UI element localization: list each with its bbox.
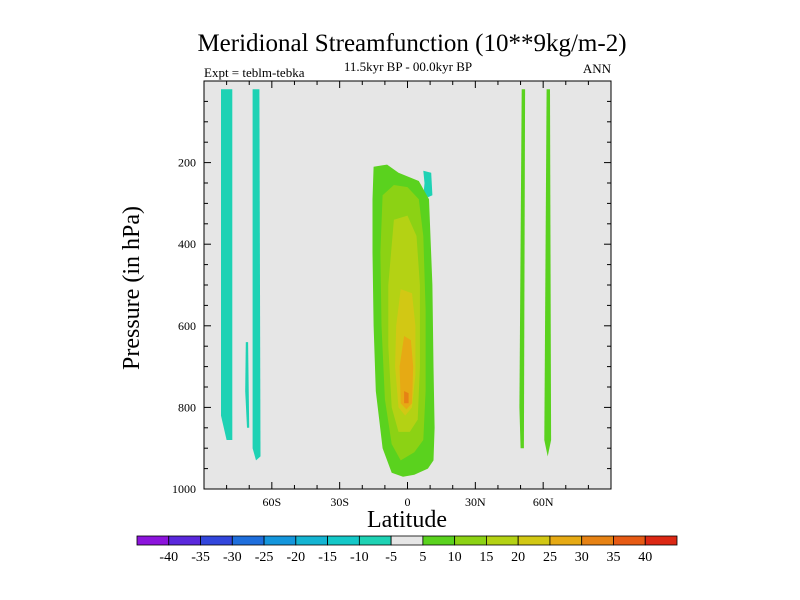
colorbar-label: 5 — [419, 550, 426, 565]
x-tick-label: 0 — [405, 495, 411, 509]
colorbar-swatch — [168, 535, 201, 546]
colorbar-swatch — [613, 535, 646, 546]
chart-subtitle: 11.5kyr BP - 00.0kyr BP — [344, 59, 472, 74]
colorbar-label: -30 — [223, 550, 242, 565]
y-tick-label: 800 — [178, 400, 196, 414]
contour-region-sh-thin-strip — [245, 342, 250, 428]
colorbar-swatch — [200, 535, 233, 546]
x-tick-label: 60N — [533, 495, 554, 509]
colorbar-swatch — [644, 535, 678, 546]
x-axis-ticks: 60S 30S 0 30N 60N — [203, 81, 612, 509]
colorbar-label: -10 — [350, 550, 369, 565]
x-axis-label: Latitude — [367, 507, 447, 533]
colorbar-swatch — [231, 535, 265, 546]
contour-regions — [221, 89, 552, 477]
colorbar-swatch — [295, 535, 328, 546]
colorbar-swatch — [358, 535, 392, 546]
colorbar-label: 35 — [606, 550, 620, 565]
x-tick-label: 30S — [330, 495, 349, 509]
contour-region-nh-midlat-cell-a — [519, 89, 526, 449]
y-tick-label: 400 — [178, 237, 196, 251]
colorbar-label: -20 — [286, 550, 305, 565]
colorbar-label: -5 — [385, 550, 397, 565]
colorbar-label: -35 — [191, 550, 210, 565]
y-tick-label: 1000 — [172, 482, 196, 496]
contour-region-tropical-30 — [404, 391, 409, 404]
y-tick-label: 600 — [178, 319, 196, 333]
y-axis-label: Pressure (in hPa) — [119, 206, 145, 370]
colorbar: -40 -35 -30 -25 -20 -15 -10 -5 5 10 15 20 25 30 35 40 — [136, 535, 678, 565]
colorbar-swatch — [136, 535, 170, 546]
y-tick-label: 200 — [178, 156, 196, 170]
y-axis-ticks: 200 400 600 800 1000 — [172, 80, 611, 496]
contour-region-upper-negative — [423, 170, 433, 198]
colorbar-swatch — [517, 535, 551, 546]
contour-region-nh-midlat-cell-b — [544, 89, 552, 457]
plot-area — [203, 80, 612, 490]
colorbar-label: -40 — [159, 550, 178, 565]
experiment-label: Expt = teblm-tebka — [204, 65, 305, 80]
season-label: ANN — [583, 61, 612, 76]
colorbar-label: 20 — [511, 550, 525, 565]
x-tick-label: 60S — [262, 495, 281, 509]
colorbar-swatch — [549, 535, 583, 546]
colorbar-swatch — [422, 535, 456, 546]
contour-region-sh-polar-cell — [221, 89, 233, 440]
colorbar-swatch — [454, 535, 487, 546]
colorbar-swatch — [390, 535, 424, 546]
chart-title: Meridional Streamfunction (10**9kg/m-2) — [197, 30, 626, 57]
colorbar-swatch — [486, 535, 519, 546]
colorbar-swatch — [263, 535, 297, 546]
colorbar-label: 30 — [575, 550, 589, 565]
contour-region-tropical-25 — [399, 336, 414, 410]
colorbar-label: -25 — [255, 550, 274, 565]
contour-region-sh-midlat-cell — [252, 89, 261, 461]
colorbar-swatch — [581, 535, 614, 546]
colorbar-label: 25 — [543, 550, 557, 565]
colorbar-label: 15 — [479, 550, 493, 565]
colorbar-label: 40 — [638, 550, 652, 565]
colorbar-label: -15 — [318, 550, 337, 565]
colorbar-label: 10 — [448, 550, 462, 565]
colorbar-swatch — [327, 535, 360, 546]
x-tick-label: 30N — [465, 495, 486, 509]
